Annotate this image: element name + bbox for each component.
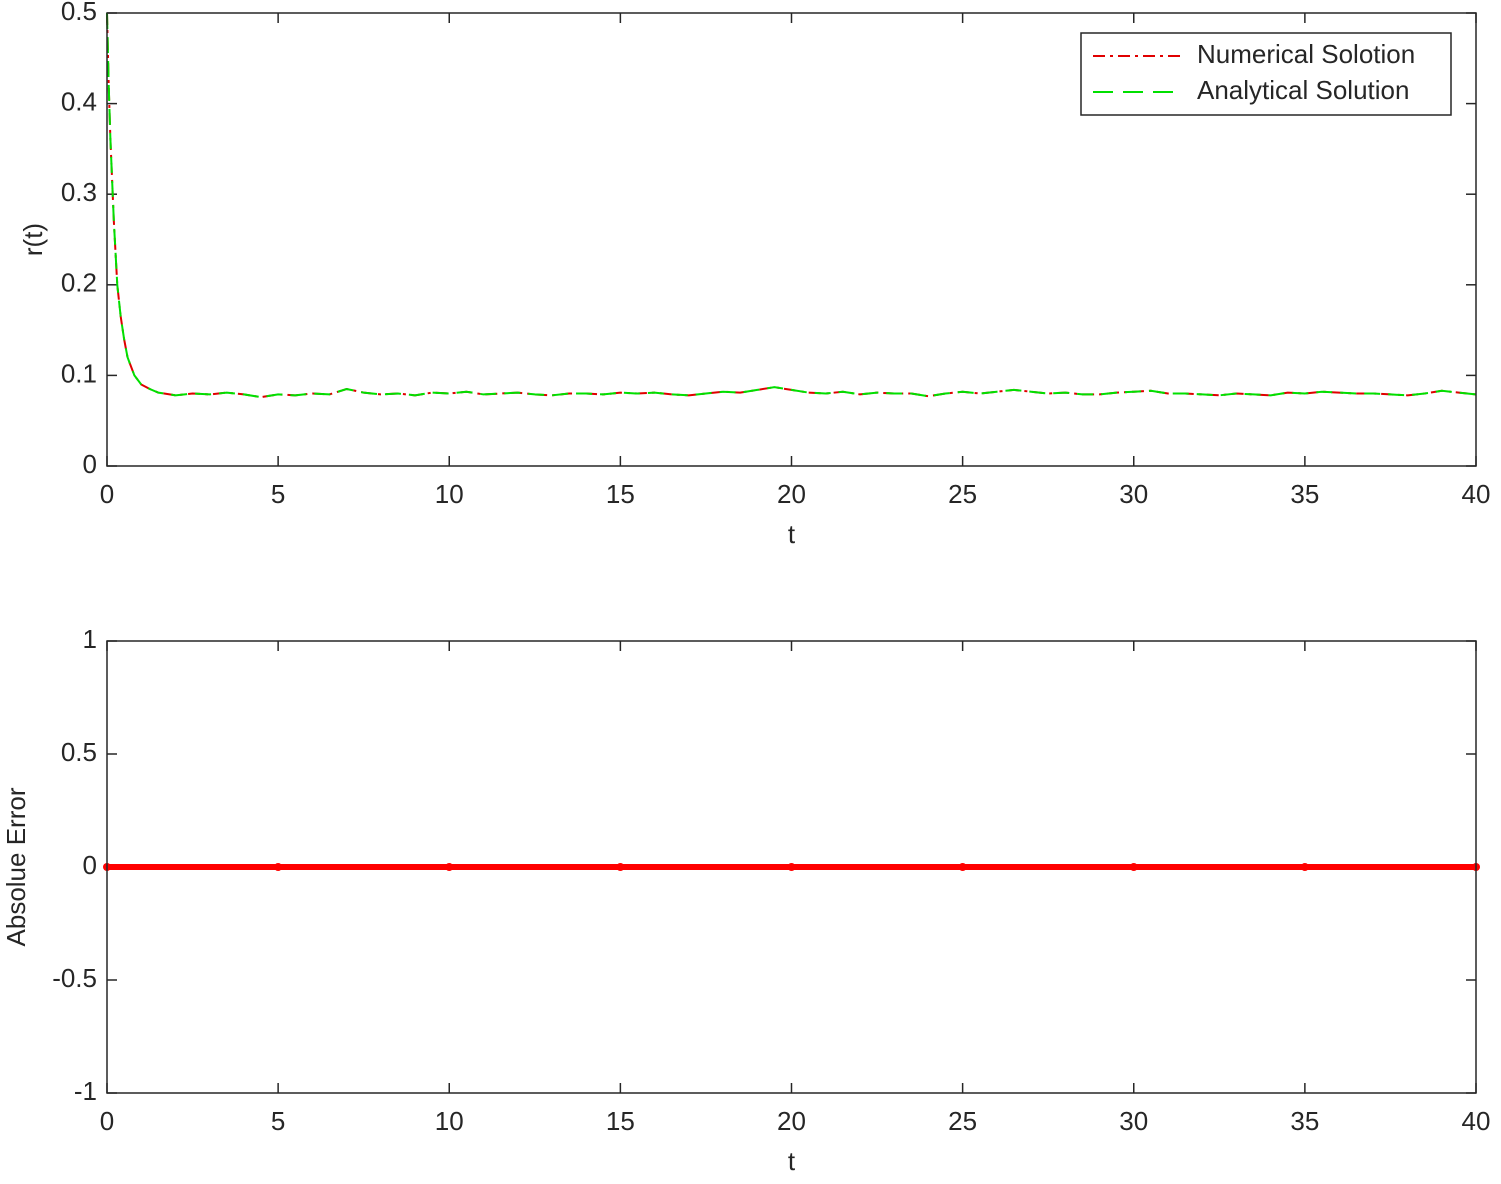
data-line bbox=[106, 12, 1477, 399]
x-tick-label: 40 bbox=[1462, 479, 1491, 509]
x-tick-label: 35 bbox=[1290, 1106, 1319, 1136]
x-tick-label: 5 bbox=[271, 479, 285, 509]
x-axis-label: t bbox=[788, 519, 796, 549]
x-tick-label: 35 bbox=[1290, 479, 1319, 509]
data-point bbox=[616, 863, 625, 871]
y-tick-label: 0.3 bbox=[61, 177, 97, 207]
legend-label: Analytical Solution bbox=[1197, 75, 1409, 105]
y-tick-label: 1 bbox=[83, 624, 97, 654]
y-tick-label: 0 bbox=[83, 449, 97, 479]
x-tick-label: 30 bbox=[1119, 479, 1148, 509]
x-tick-label: 5 bbox=[271, 1106, 285, 1136]
y-tick-label: 0.5 bbox=[61, 0, 97, 26]
y-tick-label: 0.4 bbox=[61, 86, 97, 116]
y-axis-label: r(t) bbox=[18, 223, 48, 256]
y-tick-label: -1 bbox=[74, 1076, 97, 1106]
data-point bbox=[274, 863, 283, 871]
data-point bbox=[1300, 863, 1309, 871]
x-tick-label: 15 bbox=[606, 1106, 635, 1136]
data-point bbox=[445, 863, 454, 871]
data-point bbox=[787, 863, 796, 871]
data-point bbox=[958, 863, 967, 871]
legend-box bbox=[1080, 32, 1452, 116]
x-tick-label: 15 bbox=[606, 479, 635, 509]
x-tick-label: 25 bbox=[948, 1106, 977, 1136]
y-tick-label: 0 bbox=[83, 850, 97, 880]
x-tick-label: 20 bbox=[777, 479, 806, 509]
x-tick-label: 0 bbox=[100, 1106, 114, 1136]
x-tick-label: 30 bbox=[1119, 1106, 1148, 1136]
legend-label: Numerical Solotion bbox=[1197, 39, 1415, 69]
x-tick-label: 0 bbox=[100, 479, 114, 509]
x-axis-label: t bbox=[788, 1146, 796, 1176]
y-tick-label: -0.5 bbox=[52, 963, 97, 993]
y-tick-label: 0.5 bbox=[61, 737, 97, 767]
x-tick-label: 20 bbox=[777, 1106, 806, 1136]
axes-frame bbox=[106, 640, 1477, 1094]
data-point bbox=[1129, 863, 1138, 871]
x-tick-label: 25 bbox=[948, 479, 977, 509]
legend: Numerical Solotion Analytical Solution bbox=[1080, 32, 1452, 116]
x-tick-label: 10 bbox=[435, 479, 464, 509]
x-tick-label: 40 bbox=[1462, 1106, 1491, 1136]
x-tick-label: 10 bbox=[435, 1106, 464, 1136]
y-tick-label: 0.1 bbox=[61, 358, 97, 388]
axes-frame bbox=[106, 12, 1477, 467]
y-tick-label: 0.2 bbox=[61, 268, 97, 298]
y-axis-label: Absolue Error bbox=[1, 787, 31, 946]
